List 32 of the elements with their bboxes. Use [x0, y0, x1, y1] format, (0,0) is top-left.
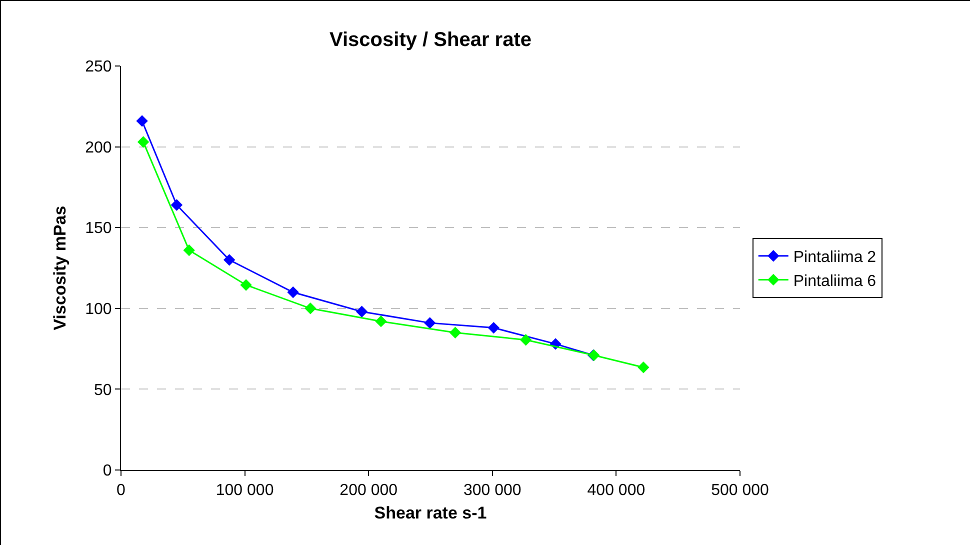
point	[136, 115, 148, 127]
point	[424, 317, 436, 329]
y-tick-label: 150	[85, 220, 112, 238]
point	[375, 315, 387, 328]
x-tick-label: 400 000	[587, 482, 646, 500]
point	[304, 302, 316, 314]
y-tick-label: 250	[85, 58, 112, 76]
x-tick-label: 200 000	[340, 482, 398, 500]
point	[488, 322, 500, 334]
point	[223, 254, 236, 266]
y-tick-label: 200	[85, 139, 112, 156]
y-axis-title: Viscosity mPas	[50, 206, 70, 330]
legend-label: Pintaliima 2	[793, 249, 876, 266]
point	[356, 306, 368, 318]
point	[170, 199, 183, 211]
x-tick-label: 500 000	[711, 482, 770, 500]
point	[638, 362, 650, 374]
x-axis-title: Shear rate s-1	[374, 504, 487, 523]
point	[287, 286, 299, 298]
y-tick-label: 100	[85, 301, 112, 318]
y-tick-label: 50	[94, 382, 112, 399]
y-tick-label: 0	[102, 462, 112, 480]
chart-title: Viscosity / Shear rate	[330, 29, 532, 52]
point	[183, 244, 195, 256]
x-tick-label: 300 000	[463, 482, 522, 500]
legend-label: Pintaliima 6	[793, 272, 876, 290]
point	[240, 279, 252, 291]
point	[449, 326, 462, 338]
x-tick-label: 0	[116, 482, 126, 500]
point	[137, 136, 150, 148]
x-tick-label: 100 000	[216, 482, 274, 500]
point	[520, 334, 532, 346]
